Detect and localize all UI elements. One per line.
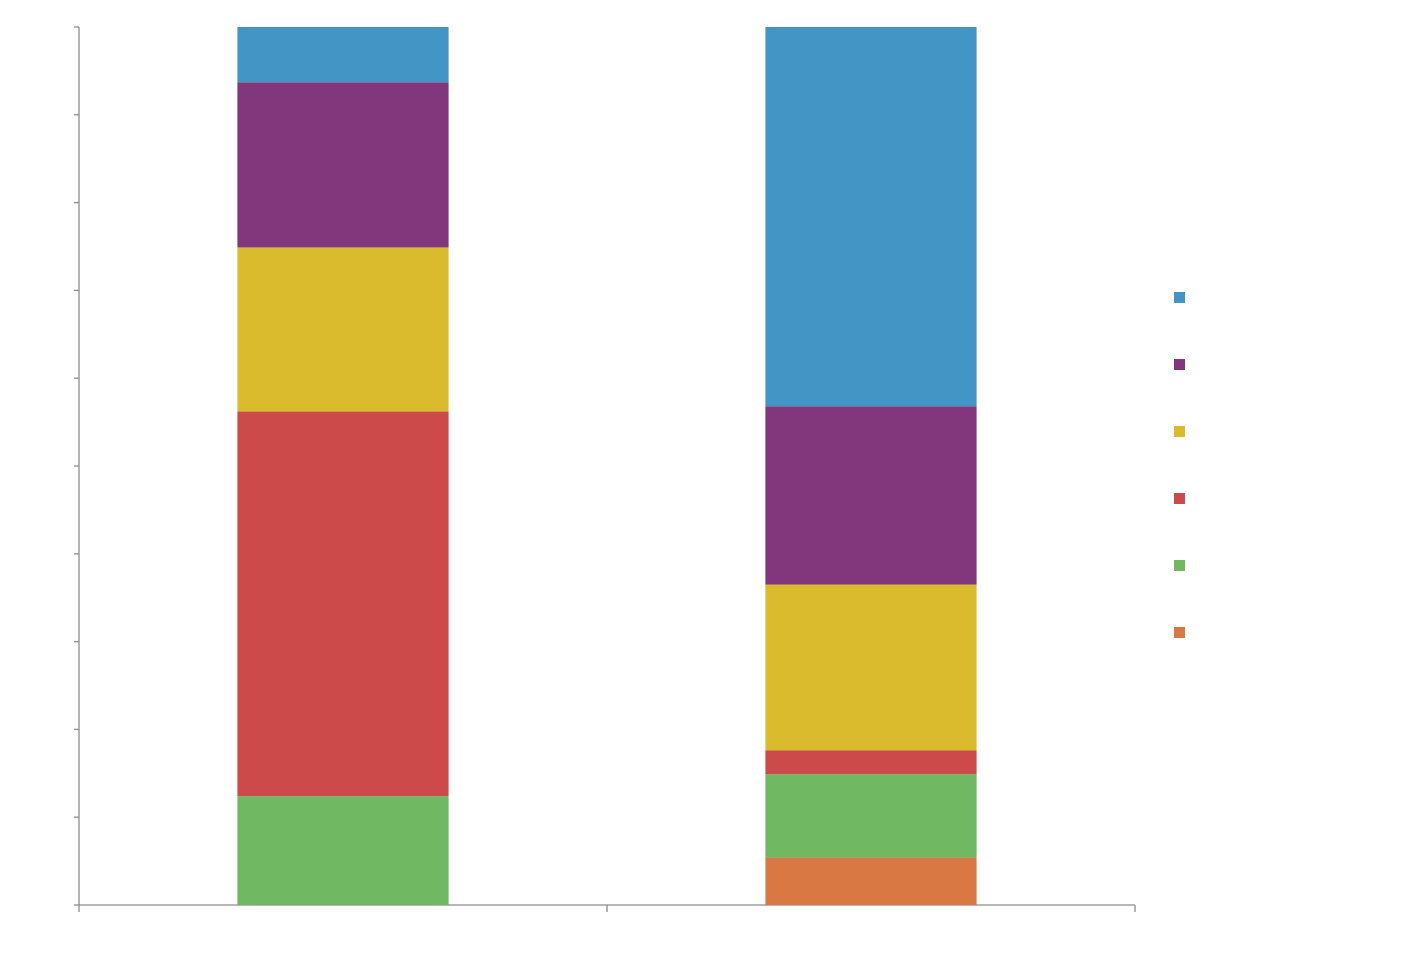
bar-segment: [765, 27, 977, 407]
bar-segment: [765, 750, 977, 775]
legend-swatch: [1174, 359, 1185, 370]
legend-swatch: [1174, 292, 1185, 303]
legend-swatch: [1174, 493, 1185, 504]
bar-segment: [237, 82, 449, 248]
bar-segment: [237, 27, 449, 83]
bar-segment: [765, 774, 977, 858]
bar-segment: [765, 406, 977, 585]
legend-swatch: [1174, 560, 1185, 571]
bar-segment: [237, 247, 449, 412]
bar-segment: [765, 584, 977, 751]
bar-segment: [765, 857, 977, 905]
bar-segment: [237, 796, 449, 905]
legend-swatch: [1174, 627, 1185, 638]
bar-segment: [237, 411, 449, 797]
legend-swatch: [1174, 426, 1185, 437]
